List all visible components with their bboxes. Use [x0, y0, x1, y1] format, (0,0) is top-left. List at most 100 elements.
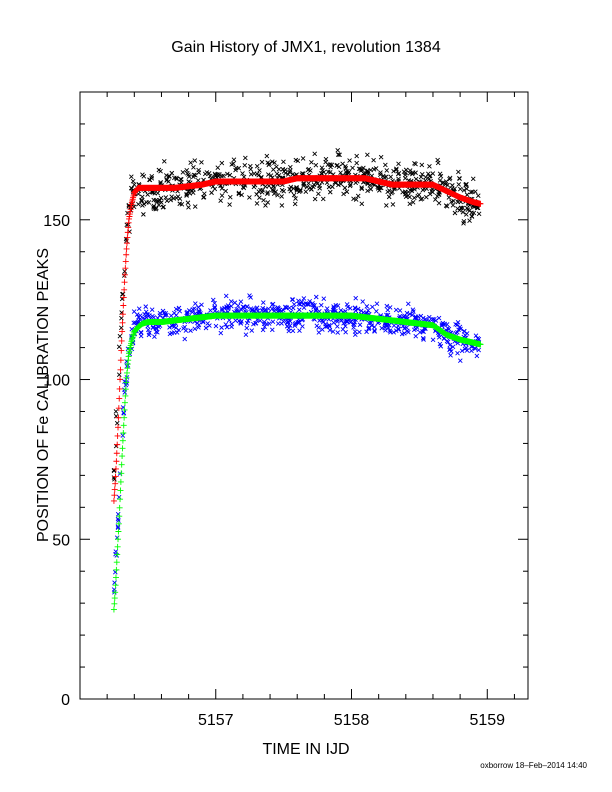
data-point: [323, 156, 329, 162]
data-point: [392, 186, 397, 192]
data-point: [329, 162, 335, 168]
data-point: [281, 319, 286, 324]
data-point: [407, 168, 413, 173]
data-point: [271, 183, 276, 189]
data-point: [290, 328, 296, 334]
data-point: [285, 319, 291, 325]
data-point: [151, 206, 157, 212]
data-point: [192, 301, 198, 306]
data-point: [266, 321, 272, 326]
data-point: [150, 190, 156, 195]
data-point: [143, 304, 149, 309]
data-point: [335, 330, 341, 335]
data-point: [173, 312, 179, 318]
data-point: [437, 178, 443, 183]
data-point: [416, 192, 422, 197]
data-point: [113, 409, 119, 414]
data-point: [331, 320, 336, 325]
data-point: [457, 176, 462, 181]
data-point: [118, 461, 125, 468]
data-point: [423, 316, 428, 322]
data-point: [338, 181, 344, 187]
data-point: [195, 178, 201, 183]
data-point: [293, 196, 298, 201]
data-point: [117, 333, 123, 339]
data-point: [359, 201, 365, 207]
data-point: [376, 185, 381, 191]
data-point: [147, 330, 152, 336]
data-point: [229, 324, 234, 330]
data-point: [450, 203, 456, 208]
data-point: [115, 525, 121, 531]
data-point: [464, 186, 470, 192]
data-point: [178, 179, 184, 185]
data-point: [235, 303, 241, 308]
data-point: [419, 162, 425, 168]
data-point: [279, 194, 284, 199]
data-point: [226, 305, 232, 310]
data-point: [420, 335, 426, 341]
data-point: [419, 196, 425, 201]
data-point: [397, 308, 403, 313]
data-point: [156, 199, 161, 204]
data-point: [110, 497, 117, 504]
data-point: [427, 164, 432, 169]
data-point: [413, 176, 419, 182]
data-point: [116, 385, 123, 392]
data-point: [351, 196, 356, 202]
data-point: [224, 171, 230, 177]
data-point: [445, 325, 451, 331]
data-point: [193, 311, 198, 316]
data-point: [122, 392, 129, 399]
data-point: [447, 342, 453, 348]
data-point: [174, 175, 179, 181]
data-point: [240, 304, 246, 310]
data-point: [111, 468, 117, 474]
data-point: [388, 174, 394, 180]
data-point: [281, 159, 286, 165]
data-point: [111, 595, 118, 602]
data-point: [142, 311, 147, 317]
data-point: [257, 168, 262, 173]
data-point: [122, 390, 128, 395]
data-point: [186, 205, 191, 210]
data-point: [169, 330, 175, 336]
data-point: [275, 192, 280, 198]
data-point: [350, 165, 355, 171]
data-point: [186, 179, 191, 184]
data-point: [158, 195, 164, 201]
data-point: [261, 319, 267, 325]
data-point: [152, 334, 157, 339]
data-point: [348, 182, 353, 187]
data-point: [269, 306, 275, 312]
data-point: [270, 187, 275, 193]
data-point: [475, 193, 481, 199]
data-point: [199, 302, 204, 308]
data-point: [449, 199, 454, 205]
data-point: [312, 151, 318, 157]
data-point: [233, 167, 238, 173]
data-point: [307, 299, 313, 304]
data-point: [294, 187, 300, 192]
data-point: [136, 306, 142, 311]
data-point: [288, 164, 293, 170]
series-3: [110, 312, 484, 613]
data-point: [115, 414, 122, 421]
data-point: [287, 305, 292, 311]
data-point: [314, 306, 319, 311]
data-point: [140, 194, 145, 200]
data-point: [254, 305, 260, 311]
data-point: [288, 184, 294, 190]
data-point: [311, 304, 316, 310]
data-point: [477, 200, 484, 207]
data-point: [180, 170, 186, 175]
data-point: [469, 213, 475, 219]
data-point: [141, 212, 146, 217]
data-point: [473, 333, 479, 339]
data-point: [391, 168, 396, 174]
data-point: [177, 201, 183, 207]
data-point: [119, 319, 126, 326]
data-point: [341, 191, 346, 197]
data-point: [212, 300, 217, 306]
data-point: [427, 191, 433, 197]
